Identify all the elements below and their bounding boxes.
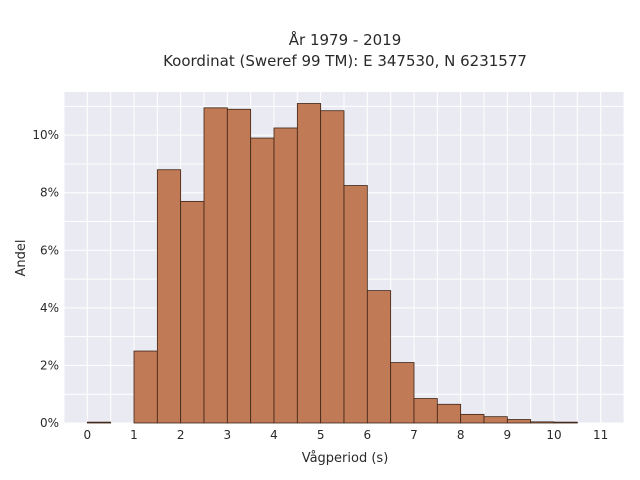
histogram-bar — [320, 110, 345, 424]
y-axis-label: Andel — [14, 240, 29, 277]
y-tick-label: 0% — [40, 416, 59, 430]
histogram-bar — [343, 185, 368, 424]
x-tick-label: 5 — [317, 428, 325, 442]
histogram-bar — [390, 362, 415, 424]
y-tick-label: 4% — [40, 301, 59, 315]
x-tick-label: 0 — [84, 428, 92, 442]
x-tick-labels: 0 1 2 3 4 5 6 7 8 9 10 11 — [84, 428, 609, 442]
x-tick-label: 3 — [224, 428, 232, 442]
histogram-bar — [413, 398, 438, 424]
x-tick-label: 6 — [364, 428, 372, 442]
x-axis-label: Vågperiod (s) — [302, 451, 389, 466]
y-tick-label: 6% — [40, 243, 59, 257]
histogram-bar — [436, 403, 462, 424]
histogram-bar — [460, 413, 485, 424]
y-tick-label: 8% — [40, 186, 59, 200]
x-tick-label: 9 — [504, 428, 512, 442]
y-tick-label: 2% — [40, 358, 59, 372]
y-tick-label: 10% — [32, 128, 59, 142]
histogram-bar — [366, 290, 392, 424]
chart-title-line-2: Koordinat (Sweref 99 TM): E 347530, N 62… — [163, 52, 527, 70]
histogram-bar — [226, 108, 252, 424]
x-tick-label: 11 — [593, 428, 608, 442]
chart-title-line-1: År 1979 - 2019 — [289, 30, 402, 49]
histogram-bar — [553, 421, 578, 424]
histogram-bar — [506, 419, 532, 424]
histogram-bar — [86, 421, 112, 424]
x-tick-label: 1 — [130, 428, 138, 442]
x-tick-label: 10 — [546, 428, 561, 442]
histogram-bar — [180, 200, 205, 424]
x-tick-label: 7 — [410, 428, 418, 442]
histogram-bar — [530, 421, 555, 424]
histogram-bar — [273, 127, 298, 424]
histogram-bar — [203, 107, 228, 424]
x-tick-label: 8 — [457, 428, 465, 442]
bars-group — [86, 103, 578, 424]
histogram-bar — [133, 350, 158, 424]
histogram-bar — [296, 103, 322, 424]
x-tick-label: 4 — [270, 428, 278, 442]
histogram-bar — [156, 169, 182, 424]
histogram-bar — [250, 137, 275, 424]
histogram-bar — [483, 416, 508, 424]
y-tick-labels: 0% 2% 4% 6% 8% 10% — [32, 128, 59, 430]
x-tick-label: 2 — [177, 428, 185, 442]
